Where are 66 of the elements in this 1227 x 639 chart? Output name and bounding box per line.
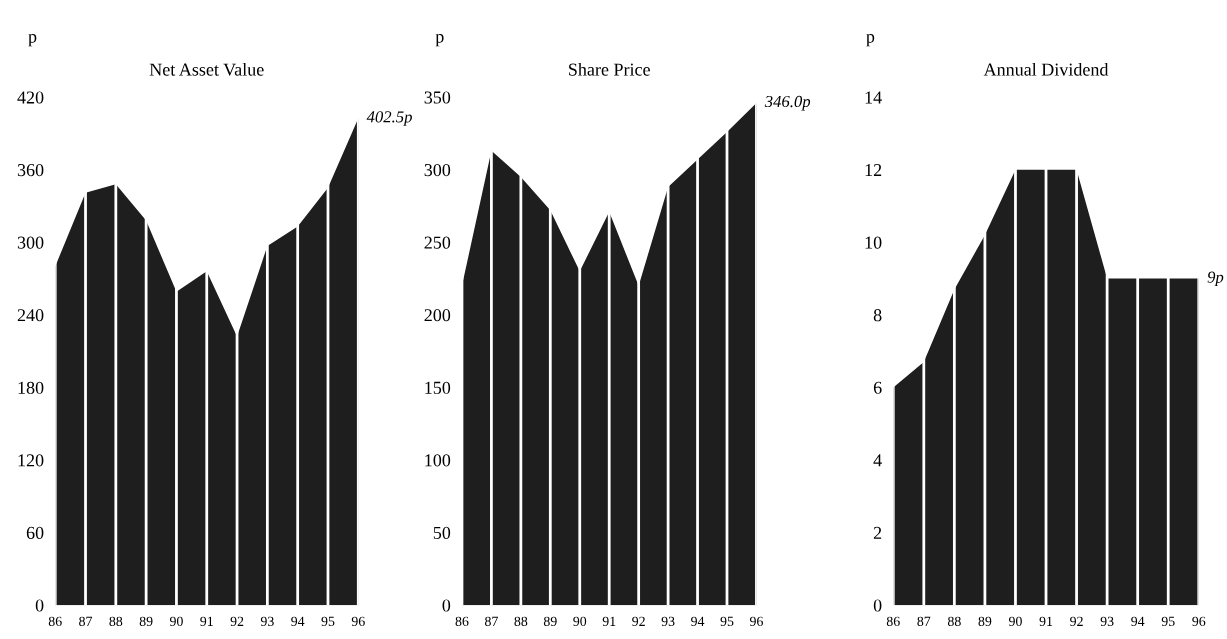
x-tick-label: 89: [978, 616, 992, 627]
x-tick-label: 96: [351, 616, 365, 627]
y-axis-title: p: [28, 33, 37, 47]
y-tick-label: 2: [873, 526, 882, 539]
x-tick-label: 91: [1039, 616, 1053, 627]
x-tick-label: 93: [260, 616, 274, 627]
annotation: 402.5p: [366, 111, 412, 126]
y-tick-label: 250: [424, 236, 451, 249]
x-tick-label: 94: [691, 616, 705, 627]
x-tick-label: 96: [1192, 616, 1206, 627]
x-tick-label: 88: [514, 616, 528, 627]
annotation: 9p: [1207, 271, 1224, 287]
x-tick-label: 93: [661, 616, 675, 627]
x-tick-label: 94: [1131, 616, 1145, 627]
x-tick-label: 86: [48, 616, 62, 627]
x-tick-label: 90: [1008, 616, 1022, 627]
y-tick-label: 60: [26, 526, 44, 539]
chart-title: Net Asset Value: [149, 62, 264, 76]
x-tick-label: 87: [79, 616, 93, 627]
y-tick-label: 350: [424, 91, 451, 104]
x-tick-label: 89: [139, 616, 153, 627]
chart-title: Share Price: [569, 62, 650, 76]
x-tick-label: 87: [485, 616, 498, 627]
x-tick-label: 92: [230, 616, 244, 627]
chart-title: Annual Dividend: [983, 62, 1109, 76]
y-tick-label: 6: [873, 381, 882, 394]
y-tick-label: 150: [425, 381, 451, 394]
y-axis-title: p: [866, 33, 875, 47]
x-tick-label: 90: [169, 616, 183, 627]
y-tick-label: 180: [18, 381, 44, 394]
annotation: 346.0p: [764, 95, 811, 111]
y-tick-label: 10: [865, 236, 882, 249]
y-tick-label: 12: [865, 164, 882, 176]
x-tick-label: 86: [886, 616, 900, 627]
x-tick-label: 96: [749, 616, 763, 627]
y-tick-label: 0: [873, 599, 882, 612]
x-tick-label: 91: [602, 616, 616, 627]
y-tick-label: 8: [873, 309, 882, 322]
y-tick-label: 360: [17, 163, 44, 177]
x-tick-label: 89: [543, 616, 557, 627]
y-tick-label: 0: [442, 599, 451, 612]
y-tick-label: 420: [17, 91, 44, 104]
x-tick-label: 93: [1100, 616, 1114, 627]
y-tick-label: 300: [424, 163, 451, 177]
x-tick-label: 88: [947, 616, 961, 627]
y-tick-label: 300: [17, 236, 44, 249]
x-tick-label: 86: [455, 616, 469, 627]
x-tick-label: 92: [632, 616, 645, 627]
x-tick-label: 94: [291, 616, 305, 627]
y-tick-label: 50: [433, 526, 451, 539]
y-tick-label: 240: [17, 309, 44, 322]
x-tick-label: 88: [109, 616, 123, 627]
x-tick-label: 95: [720, 616, 734, 627]
x-tick-label: 91: [200, 616, 213, 627]
y-tick-label: 0: [35, 599, 44, 612]
y-tick-label: 200: [424, 309, 451, 322]
y-tick-label: 120: [18, 454, 44, 467]
x-tick-label: 95: [1161, 616, 1175, 627]
x-tick-label: 87: [917, 616, 931, 627]
y-tick-label: 100: [425, 454, 451, 467]
y-axis-title: p: [435, 33, 444, 47]
x-tick-label: 92: [1070, 616, 1083, 627]
x-tick-label: 90: [573, 616, 587, 627]
y-tick-label: 4: [873, 454, 882, 467]
y-tick-label: 14: [865, 91, 882, 104]
x-tick-label: 95: [321, 616, 335, 627]
